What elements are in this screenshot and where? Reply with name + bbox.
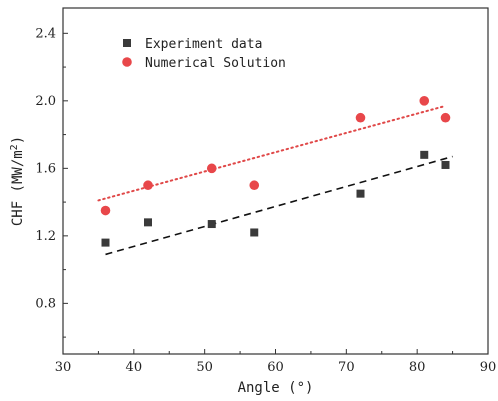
experiment-point-0: [101, 238, 110, 247]
legend-circle-marker: [122, 57, 132, 67]
numerical-point-0: [100, 205, 111, 216]
y-title-text: CHF (MW/m: [10, 150, 26, 226]
x-axis-title: Angle (°): [238, 380, 314, 396]
numerical-point-5: [419, 96, 430, 106]
y-title-superscript: 2: [9, 144, 20, 150]
experiment-point-3: [250, 228, 259, 237]
legend-square-marker: [123, 39, 131, 47]
x-tick-label-2: 50: [196, 360, 213, 375]
x-tick-label-3: 60: [267, 360, 284, 375]
numerical-point-2: [206, 163, 217, 174]
data-points: [100, 96, 451, 247]
legend: Experiment data Numerical Solution: [122, 37, 286, 71]
y-tick-label-2: 1.6: [35, 161, 56, 176]
x-tick-label-0: 30: [55, 360, 72, 375]
y-tick-label-0: 0.8: [35, 296, 56, 311]
fit-line-numerical: [97, 104, 447, 202]
numerical-point-3: [249, 180, 260, 191]
experiment-point-1: [144, 218, 152, 227]
y-tick-label-4: 2.4: [35, 26, 56, 41]
experiment-point-5: [420, 150, 429, 159]
experiment-point-2: [207, 220, 216, 229]
experiment-point-4: [356, 189, 365, 198]
x-tick-label-4: 70: [338, 360, 355, 375]
fit-line-experiment: [105, 155, 453, 256]
x-tick-label-5: 80: [409, 360, 426, 375]
numerical-point-6: [440, 112, 451, 123]
numerical-point-4: [355, 112, 366, 123]
legend-label-1: Numerical Solution: [145, 56, 286, 71]
y-title-close: ): [10, 136, 26, 144]
y-tick-label-1: 1.2: [35, 229, 56, 244]
y-tick-label-3: 2.0: [35, 94, 56, 109]
numerical-point-1: [143, 180, 153, 191]
axes: 30 40 50 60 70 80 90 0.8 1.2 1.6 2.0 2.4: [35, 7, 497, 375]
y-axis-title: CHF (MW/m2): [9, 136, 27, 226]
legend-label-0: Experiment data: [145, 37, 262, 52]
fit-lines: [97, 104, 453, 256]
x-tick-label-1: 40: [126, 360, 143, 375]
experiment-point-6: [441, 160, 450, 169]
x-tick-label-6: 90: [480, 360, 497, 375]
